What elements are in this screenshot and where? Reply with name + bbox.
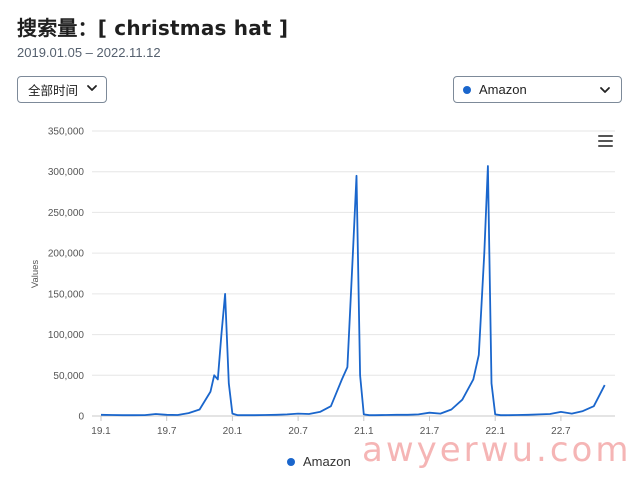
y-tick-label: 350,000 [48,127,85,138]
chart-legend[interactable]: Amazon [287,454,351,469]
x-tick-label: 21.1 [354,426,374,437]
chart-canvas: 0 50,000 100,000 150,000 200,000 250,000 300,0… [30,127,615,437]
x-tick-label: 21.7 [420,426,440,437]
x-axis-ticks: 19.1 19.7 20.1 20.7 21.1 21.7 22.1 22.7 [91,416,571,437]
legend-dot [287,457,295,466]
line-chart: 0 50,000 100,000 150,000 200,000 250,000 300,0… [0,110,640,480]
x-tick-label: 19.1 [91,426,111,437]
legend-label: Amazon [303,454,351,469]
series-color-dot [463,85,471,94]
chevron-down-icon [598,83,612,100]
date-range: 2019.01.05 – 2022.11.12 [17,45,161,60]
x-tick-label: 22.1 [485,426,505,437]
y-axis-ticks: 0 50,000 100,000 150,000 200,000 250,000 300,0… [48,127,85,423]
time-range-dropdown[interactable]: 全部时间 [17,76,107,103]
x-tick-label: 20.7 [288,426,308,437]
time-range-label: 全部时间 [28,83,79,98]
x-tick-label: 19.7 [157,426,177,437]
y-tick-label: 0 [78,412,84,423]
y-tick-label: 100,000 [48,330,85,341]
grid-lines [92,130,615,417]
x-tick-label: 20.1 [223,426,243,437]
y-tick-label: 50,000 [53,371,84,382]
y-tick-label: 300,000 [48,167,85,178]
x-tick-label: 22.7 [551,426,571,437]
y-tick-label: 150,000 [48,289,85,300]
page-title: 搜索量：[ christmas hat ] [17,16,289,40]
chart-menu-icon[interactable] [598,135,613,147]
platform-label: Amazon [479,82,527,97]
chevron-down-icon [86,82,98,97]
series-line-amazon [100,165,606,417]
y-axis-label: Values [30,260,41,289]
y-tick-label: 250,000 [48,208,85,219]
y-tick-label: 200,000 [48,249,85,260]
platform-dropdown[interactable]: Amazon [453,76,622,103]
watermark: awyerwu.com [362,430,632,470]
